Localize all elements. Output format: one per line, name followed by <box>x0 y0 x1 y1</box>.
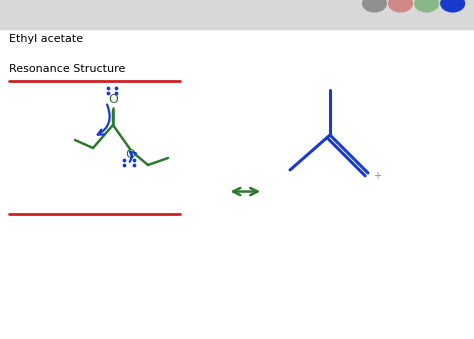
Bar <box>0 0 474 29</box>
Text: O: O <box>125 148 135 161</box>
Circle shape <box>441 0 465 12</box>
Circle shape <box>415 0 438 12</box>
FancyArrowPatch shape <box>130 152 136 162</box>
FancyArrowPatch shape <box>98 104 109 135</box>
Circle shape <box>363 0 386 12</box>
Text: +: + <box>373 172 381 181</box>
Circle shape <box>389 0 412 12</box>
Text: Ethyl acetate: Ethyl acetate <box>9 34 83 44</box>
Text: Resonance Structure: Resonance Structure <box>9 64 126 74</box>
Text: O: O <box>108 94 118 106</box>
